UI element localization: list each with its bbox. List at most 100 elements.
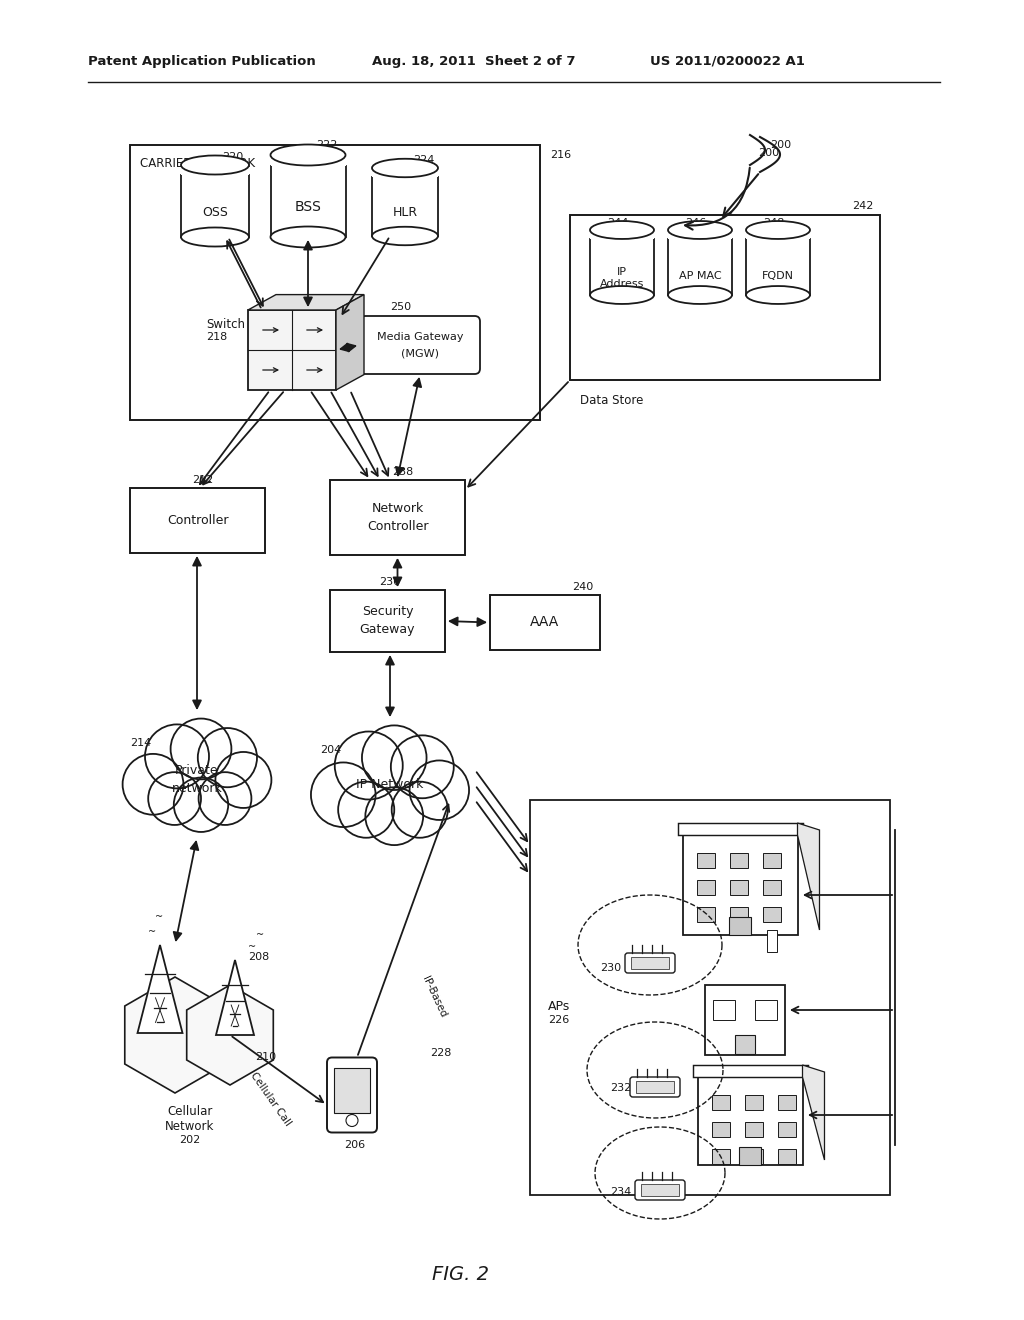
Text: FIG. 2: FIG. 2 <box>431 1265 488 1284</box>
Bar <box>777 1148 796 1164</box>
Bar <box>729 853 748 869</box>
Bar <box>631 957 669 969</box>
FancyBboxPatch shape <box>635 1180 685 1200</box>
Text: 216: 216 <box>550 150 571 160</box>
Bar <box>636 1081 674 1093</box>
Bar <box>744 1096 763 1110</box>
Bar <box>490 595 600 649</box>
Bar <box>372 177 438 236</box>
Bar <box>641 1184 679 1196</box>
Text: 202: 202 <box>179 1135 201 1144</box>
Text: network: network <box>172 781 222 795</box>
Ellipse shape <box>181 156 249 174</box>
Bar <box>712 1096 729 1110</box>
Bar <box>746 230 810 239</box>
Polygon shape <box>798 822 819 931</box>
Text: Cellular: Cellular <box>167 1105 213 1118</box>
Bar <box>739 1147 761 1166</box>
Text: 226: 226 <box>548 1015 569 1026</box>
Circle shape <box>145 725 209 788</box>
Circle shape <box>311 763 376 828</box>
Text: Patent Application Publication: Patent Application Publication <box>88 55 315 69</box>
Text: IP Network: IP Network <box>356 779 424 792</box>
Ellipse shape <box>746 286 810 304</box>
Circle shape <box>391 735 454 799</box>
Text: Network: Network <box>372 502 424 515</box>
Text: Aug. 18, 2011  Sheet 2 of 7: Aug. 18, 2011 Sheet 2 of 7 <box>372 55 575 69</box>
Circle shape <box>148 772 201 825</box>
Circle shape <box>361 726 427 789</box>
Text: 248: 248 <box>763 218 784 228</box>
Bar <box>746 239 810 294</box>
Text: 238: 238 <box>392 467 414 477</box>
Bar <box>713 1001 735 1020</box>
Bar <box>777 1122 796 1137</box>
Text: AP MAC: AP MAC <box>679 271 721 281</box>
Polygon shape <box>336 294 364 389</box>
Bar <box>735 1035 755 1053</box>
Bar <box>705 985 785 1055</box>
Text: Gateway: Gateway <box>359 623 416 636</box>
Text: Controller: Controller <box>367 520 428 533</box>
Text: 246: 246 <box>685 218 707 228</box>
Bar <box>763 853 780 869</box>
Text: 236: 236 <box>380 577 400 587</box>
Circle shape <box>338 781 394 838</box>
Ellipse shape <box>181 227 249 247</box>
Polygon shape <box>248 294 364 310</box>
Bar <box>590 239 654 294</box>
Bar <box>330 590 445 652</box>
Text: 250: 250 <box>390 302 411 312</box>
Bar <box>729 880 748 895</box>
Polygon shape <box>803 1065 824 1160</box>
Bar <box>767 931 777 952</box>
Text: ~: ~ <box>155 912 163 921</box>
Text: IP-Based: IP-Based <box>420 975 447 1019</box>
Bar <box>712 1122 729 1137</box>
Polygon shape <box>699 940 791 985</box>
Text: 222: 222 <box>316 140 337 150</box>
Text: BSS: BSS <box>295 201 322 214</box>
FancyBboxPatch shape <box>327 1057 377 1133</box>
Bar <box>668 230 732 239</box>
Text: 206: 206 <box>344 1139 366 1150</box>
Bar <box>763 880 780 895</box>
Bar <box>696 880 715 895</box>
FancyBboxPatch shape <box>630 1077 680 1097</box>
Bar <box>668 239 732 294</box>
Bar <box>530 800 890 1195</box>
Bar <box>270 165 345 238</box>
Text: 230: 230 <box>600 964 622 973</box>
Text: OSS: OSS <box>202 206 228 219</box>
Text: ~: ~ <box>248 942 256 952</box>
Text: ~: ~ <box>148 927 156 937</box>
Text: Controller: Controller <box>167 513 228 527</box>
Text: 218: 218 <box>206 333 227 342</box>
Text: Media Gateway: Media Gateway <box>377 333 463 342</box>
Ellipse shape <box>372 227 438 246</box>
Text: 214: 214 <box>130 738 152 748</box>
Text: Security: Security <box>361 606 414 619</box>
Text: (MGW): (MGW) <box>401 348 439 358</box>
Circle shape <box>335 731 402 800</box>
Text: 244: 244 <box>607 218 629 228</box>
Text: 234: 234 <box>610 1187 631 1197</box>
Text: Switch: Switch <box>206 318 245 331</box>
Bar <box>181 165 249 174</box>
Bar <box>130 488 265 553</box>
Text: 212: 212 <box>193 475 214 484</box>
Ellipse shape <box>668 286 732 304</box>
Ellipse shape <box>270 227 345 248</box>
Bar <box>372 168 438 177</box>
Bar <box>248 310 336 389</box>
Ellipse shape <box>668 220 732 239</box>
Text: CARRIER NETWORK: CARRIER NETWORK <box>140 157 255 170</box>
Bar <box>729 917 751 935</box>
Polygon shape <box>125 977 225 1093</box>
Circle shape <box>174 777 228 832</box>
Bar <box>744 1148 763 1164</box>
Bar <box>181 174 249 238</box>
Text: 200: 200 <box>758 148 779 158</box>
Bar <box>678 822 803 836</box>
Bar <box>696 907 715 921</box>
